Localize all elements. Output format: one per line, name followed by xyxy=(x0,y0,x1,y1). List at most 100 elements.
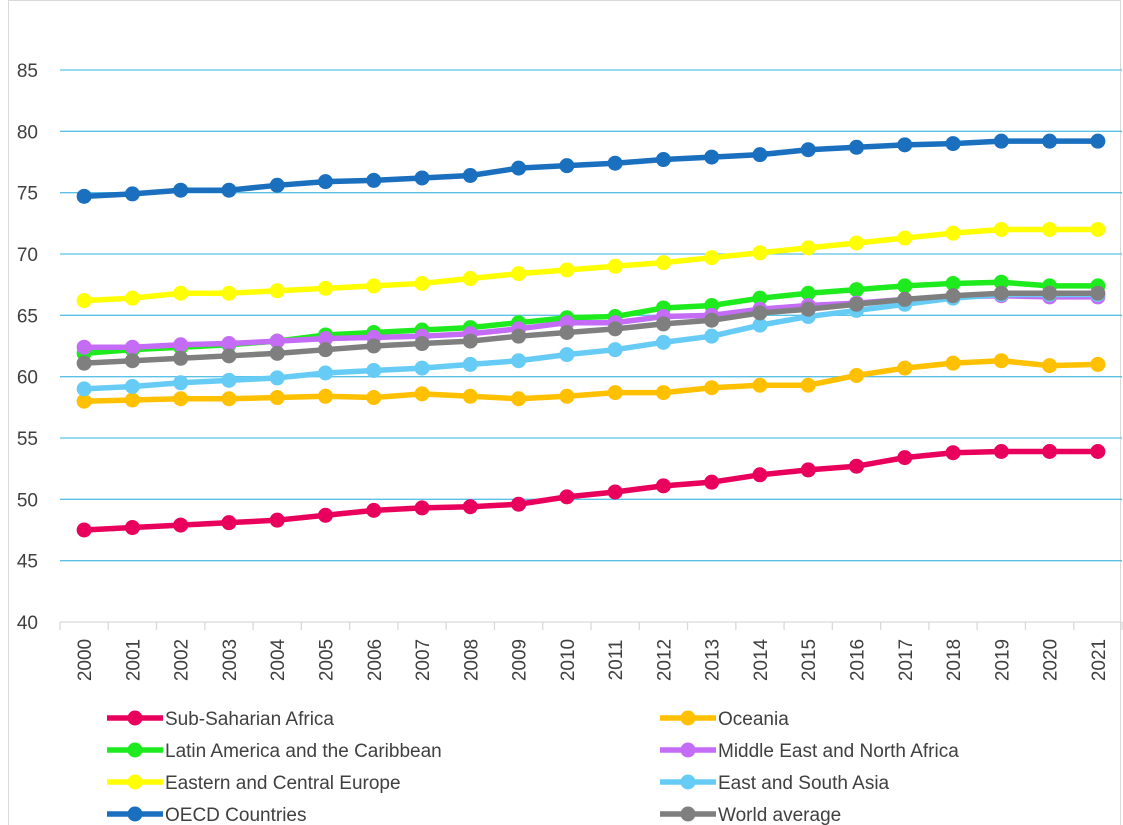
x-tick-label: 2009 xyxy=(510,639,531,681)
data-point xyxy=(704,149,720,165)
data-point xyxy=(269,345,285,361)
data-point xyxy=(366,363,382,379)
data-point xyxy=(1042,221,1058,237)
legend-item: Oceania xyxy=(660,709,789,730)
series-line xyxy=(83,448,1098,533)
data-point xyxy=(221,348,237,364)
legend-swatch-marker xyxy=(680,710,696,726)
data-point xyxy=(269,333,285,349)
data-point xyxy=(221,336,237,352)
data-point xyxy=(897,360,913,376)
data-point xyxy=(414,336,430,352)
data-point xyxy=(897,137,913,153)
data-point xyxy=(366,338,382,354)
y-tick-label: 40 xyxy=(17,613,38,634)
data-point xyxy=(414,386,430,402)
data-point xyxy=(800,377,816,393)
data-point xyxy=(366,278,382,294)
data-point xyxy=(76,393,92,409)
data-point xyxy=(269,512,285,528)
data-point xyxy=(752,317,768,333)
x-tick-label: 2016 xyxy=(848,639,869,681)
data-point xyxy=(945,275,961,291)
data-point xyxy=(752,147,768,163)
data-point xyxy=(559,489,575,505)
data-point xyxy=(945,136,961,152)
data-point xyxy=(269,283,285,299)
x-tick-label: 2005 xyxy=(317,639,338,681)
data-point xyxy=(76,188,92,204)
data-point xyxy=(511,391,527,407)
data-point xyxy=(124,339,140,355)
data-point xyxy=(221,391,237,407)
data-point xyxy=(124,378,140,394)
data-point xyxy=(752,245,768,261)
data-point xyxy=(849,282,864,298)
series-oecd-countries xyxy=(76,133,1106,204)
x-axis: 2000 2001 2002 2003 2004 2005 2006 2007 2008 2009… xyxy=(59,621,1123,681)
data-point xyxy=(269,177,285,193)
data-point xyxy=(800,240,816,256)
data-point xyxy=(221,182,237,198)
data-point xyxy=(607,258,623,274)
legend-item: OECD Countries xyxy=(107,805,307,825)
legend-swatch-marker xyxy=(127,710,143,726)
data-point xyxy=(76,381,92,397)
legend-label: Middle East and North Africa xyxy=(718,741,959,762)
data-point xyxy=(849,235,864,251)
data-point xyxy=(173,182,189,198)
data-point xyxy=(221,515,237,531)
data-point xyxy=(752,290,768,306)
data-point xyxy=(704,312,720,328)
data-point xyxy=(221,372,237,388)
data-point xyxy=(173,285,189,301)
y-tick-label: 70 xyxy=(17,245,38,266)
data-point xyxy=(318,342,333,358)
legend-label: Latin America and the Caribbean xyxy=(165,741,442,762)
data-point xyxy=(1090,285,1106,301)
legend-item: Latin America and the Caribbean xyxy=(107,741,442,762)
data-point xyxy=(752,305,768,321)
data-point xyxy=(1042,285,1058,301)
data-point xyxy=(1042,358,1058,374)
legend-swatch-marker xyxy=(127,742,143,758)
legend-label: Eastern and Central Europe xyxy=(165,773,401,794)
data-point xyxy=(655,334,671,350)
data-point xyxy=(993,443,1009,459)
data-point xyxy=(269,390,285,406)
data-point xyxy=(752,467,768,483)
x-tick-label: 2008 xyxy=(461,639,482,681)
data-point xyxy=(559,347,575,363)
data-point xyxy=(366,172,382,188)
data-point xyxy=(607,321,623,337)
legend-item: Middle East and North Africa xyxy=(660,741,959,762)
data-point xyxy=(993,353,1009,369)
data-point xyxy=(414,275,430,291)
data-point xyxy=(945,225,961,241)
x-tick-label: 2018 xyxy=(944,639,965,681)
data-point xyxy=(1042,443,1058,459)
x-tick-label: 2015 xyxy=(799,639,820,681)
data-point xyxy=(1090,133,1106,149)
x-tick-label: 2012 xyxy=(654,639,675,681)
data-point xyxy=(511,266,527,282)
data-point xyxy=(462,333,478,349)
data-point xyxy=(366,502,382,518)
data-point xyxy=(800,285,816,301)
data-point xyxy=(849,296,864,312)
data-point xyxy=(800,142,816,158)
series-line xyxy=(83,291,1098,392)
legend-swatch-marker xyxy=(127,806,143,822)
data-point xyxy=(993,221,1009,237)
x-tick-label: 2017 xyxy=(896,639,917,681)
data-point xyxy=(76,339,92,355)
series-line xyxy=(84,357,1098,404)
data-point xyxy=(849,367,864,383)
series-line xyxy=(83,290,1098,366)
data-point xyxy=(76,293,92,309)
data-point xyxy=(511,496,527,512)
x-tick-label: 2010 xyxy=(558,639,579,681)
x-tick-label: 2006 xyxy=(365,639,386,681)
data-point xyxy=(993,274,1009,290)
